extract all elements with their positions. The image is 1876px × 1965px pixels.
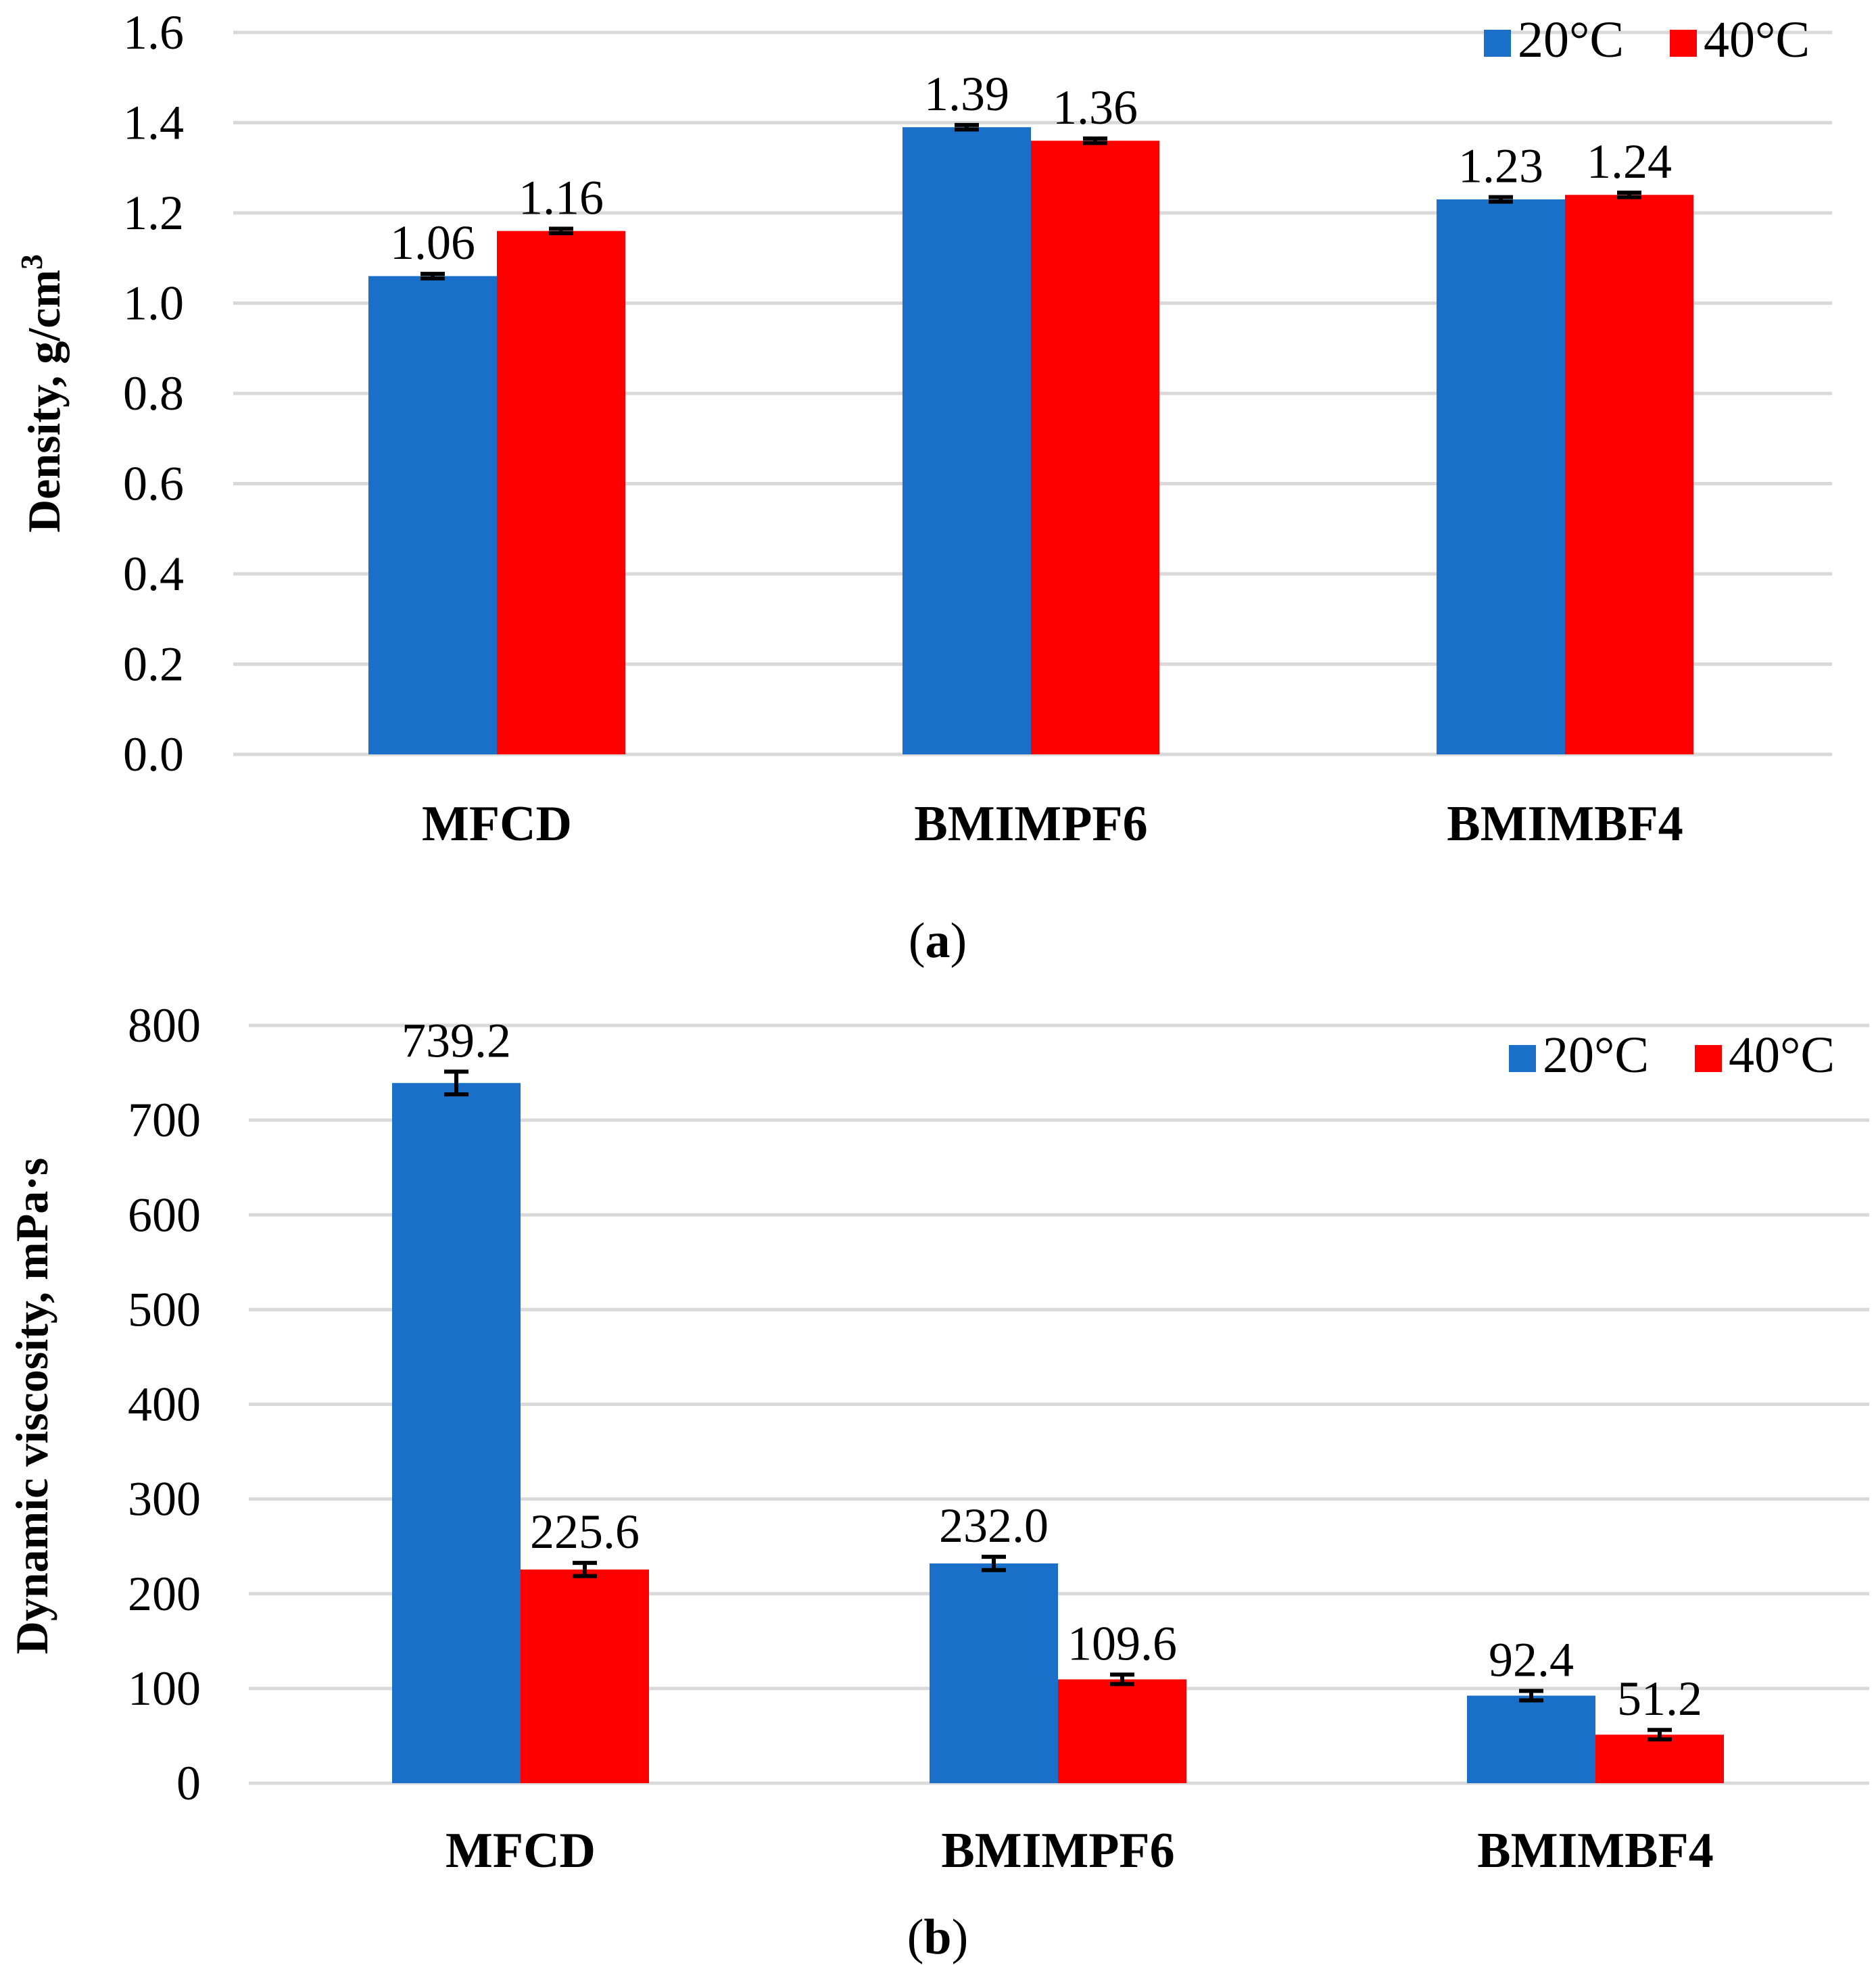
y-tick-label: 0.2 (123, 637, 184, 692)
y-tick-label: 500 (128, 1282, 201, 1336)
bar (1467, 1695, 1595, 1783)
category-label: MFCD (446, 1823, 596, 1878)
y-tick-label: 100 (128, 1661, 201, 1716)
y-tick-label: 1.2 (123, 186, 184, 240)
bar (1565, 195, 1693, 754)
y-axis-label-superscript: 3 (14, 254, 49, 270)
y-tick-label: 700 (128, 1093, 201, 1147)
legend-label: 20°C (1518, 11, 1624, 68)
y-tick-label: 1.6 (123, 5, 184, 59)
data-label: 92.4 (1489, 1633, 1574, 1687)
data-label: 739.2 (402, 1013, 511, 1067)
panel-caption: (b) (907, 1910, 968, 1965)
bar (1058, 1679, 1186, 1783)
panel-caption-letter: a (925, 913, 951, 969)
bar (1031, 141, 1159, 754)
y-tick-label: 200 (128, 1567, 201, 1621)
bar (1595, 1734, 1724, 1783)
data-label: 1.39 (924, 67, 1009, 121)
panel-caption: (a) (909, 913, 967, 969)
y-tick-label: 300 (128, 1472, 201, 1526)
y-tick-label: 1.0 (123, 276, 184, 331)
y-tick-label: 0.6 (123, 457, 184, 511)
y-tick-label: 0.8 (123, 366, 184, 420)
data-label: 232.0 (939, 1499, 1049, 1553)
bar (903, 127, 1031, 755)
panel-a-density-chart: 0.0 0.2 0.4 0.6 0.8 1.0 1.2 1.4 1.6 Density, g/cm… (14, 5, 1832, 969)
y-tick-label: 400 (128, 1378, 201, 1432)
legend-swatch (1509, 1045, 1536, 1072)
y-tick-label: 800 (128, 998, 201, 1052)
y-tick-label: 1.4 (123, 96, 184, 150)
bar (1437, 199, 1565, 755)
y-tick-label: 0.0 (123, 727, 184, 781)
bar (521, 1569, 649, 1783)
legend-label: 40°C (1704, 11, 1810, 68)
data-label: 1.06 (390, 216, 475, 270)
category-label: BMIMBF4 (1477, 1823, 1713, 1878)
bar (392, 1083, 521, 1783)
legend-swatch (1695, 1045, 1722, 1072)
data-label: 1.36 (1053, 80, 1138, 135)
y-axis-label: Dynamic viscosity, mPa·s (6, 1158, 57, 1655)
category-label: BMIMPF6 (941, 1823, 1174, 1878)
category-label: BMIMPF6 (914, 796, 1147, 852)
y-tick-label: 0.4 (123, 547, 184, 601)
bar (368, 276, 497, 754)
y-tick-label: 600 (128, 1188, 201, 1242)
bar (930, 1563, 1058, 1783)
legend-swatch (1484, 30, 1511, 57)
category-label: MFCD (422, 796, 572, 852)
bar (497, 231, 625, 754)
legend-label: 40°C (1729, 1027, 1835, 1084)
data-label: 1.24 (1587, 135, 1672, 189)
data-label: 225.6 (530, 1505, 640, 1559)
panel-b-viscosity-chart: 0 100 200 300 400 500 600 700 800 Dynamic viscosi… (6, 998, 1869, 1965)
y-axis-label: Density, g/cm3 (14, 254, 70, 533)
y-tick-label: 0 (176, 1756, 201, 1810)
legend-label: 20°C (1543, 1027, 1649, 1084)
data-label: 1.23 (1458, 139, 1543, 193)
data-label: 109.6 (1067, 1616, 1177, 1670)
data-label: 51.2 (1617, 1672, 1702, 1726)
data-label: 1.16 (519, 170, 604, 224)
legend-swatch (1670, 30, 1697, 57)
category-label: BMIMBF4 (1447, 796, 1683, 852)
panel-caption-letter: b (923, 1910, 951, 1965)
